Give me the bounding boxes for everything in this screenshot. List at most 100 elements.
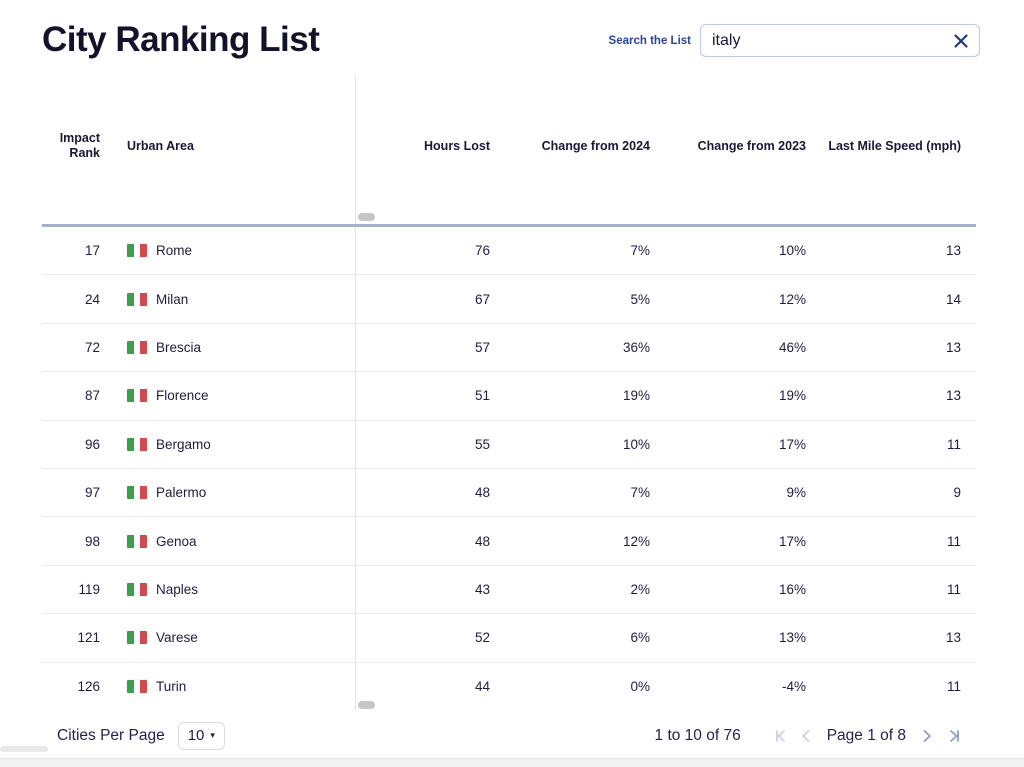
table-row[interactable]: 98 Genoa 48 12% 17% 11 — [42, 517, 976, 566]
first-page-button[interactable] — [771, 727, 789, 745]
column-header-change-2024[interactable]: Change from 2024 — [541, 138, 650, 153]
clear-search-button[interactable] — [949, 29, 973, 53]
last-mile-speed-cell: 13 — [945, 388, 961, 404]
column-header-last-mile-speed[interactable]: Last Mile Speed (mph) — [828, 138, 961, 153]
column-resize-handle-bottom[interactable] — [358, 701, 375, 709]
table-row[interactable]: 121 Varese 52 6% 13% 13 — [42, 614, 976, 663]
last-page-button[interactable] — [946, 727, 964, 745]
change-2023-cell: 46% — [778, 339, 806, 355]
search-input-wrapper — [700, 24, 980, 57]
hours-lost-cell: 48 — [474, 485, 490, 501]
urban-area-cell: Milan — [100, 292, 356, 307]
italy-flag-icon — [127, 486, 147, 500]
table-row[interactable]: 96 Bergamo 55 10% 17% 11 — [42, 421, 976, 469]
table-row[interactable]: 126 Turin 44 0% -4% 11 — [42, 663, 976, 711]
first-page-icon — [775, 730, 785, 742]
table-body: 17 Rome 76 7% 10% 13 24 Milan 67 5% 12% … — [42, 227, 976, 711]
hours-lost-cell: 51 — [474, 388, 490, 404]
change-2023-cell: 17% — [778, 436, 806, 452]
city-name: Genoa — [156, 533, 197, 549]
column-header-hours-lost[interactable]: Hours Lost — [424, 138, 490, 153]
urban-area-cell: Brescia — [100, 340, 356, 355]
pagination: 1 to 10 of 76 Page 1 of 8 — [655, 727, 964, 745]
page-section-divider — [0, 758, 1024, 759]
urban-area-cell: Rome — [100, 243, 356, 258]
italy-flag-icon — [127, 631, 147, 645]
italy-flag-icon — [127, 582, 147, 596]
search-group: Search the List — [609, 24, 980, 57]
table-row[interactable]: 17 Rome 76 7% 10% 13 — [42, 227, 976, 276]
per-page-control: Cities Per Page 10 ▾ — [57, 722, 225, 750]
urban-area-cell: Turin — [100, 679, 356, 694]
city-name: Brescia — [156, 339, 202, 355]
page-title: City Ranking List — [42, 20, 320, 59]
table-header-row: Impact Rank Urban Area Hours Lost Change… — [42, 131, 976, 161]
change-2024-cell: 6% — [630, 630, 650, 646]
city-name: Varese — [156, 630, 198, 646]
change-2024-cell: 5% — [630, 291, 650, 307]
city-name: Bergamo — [156, 436, 211, 452]
next-page-button[interactable] — [918, 727, 936, 745]
table-row[interactable]: 24 Milan 67 5% 12% 14 — [42, 275, 976, 324]
hours-lost-cell: 57 — [474, 339, 490, 355]
change-2024-cell: 0% — [630, 679, 650, 695]
impact-rank-cell: 96 — [84, 436, 100, 452]
city-name: Palermo — [156, 485, 207, 501]
caret-down-icon: ▾ — [210, 730, 215, 740]
italy-flag-icon — [127, 244, 147, 258]
column-header-urban-area[interactable]: Urban Area — [127, 138, 194, 153]
per-page-dropdown[interactable]: 10 ▾ — [177, 722, 225, 750]
italy-flag-icon — [127, 389, 147, 403]
change-2024-cell: 7% — [630, 485, 650, 501]
city-name: Rome — [156, 243, 193, 259]
change-2023-cell: 19% — [778, 388, 806, 404]
city-name: Turin — [156, 679, 187, 695]
last-mile-speed-cell: 11 — [946, 533, 961, 549]
impact-rank-cell: 87 — [84, 388, 100, 404]
column-header-impact-rank[interactable]: Impact Rank — [59, 131, 100, 160]
change-2023-cell: 16% — [778, 581, 806, 597]
impact-rank-cell: 121 — [77, 630, 100, 646]
table-row[interactable]: 87 Florence 51 19% 19% 13 — [42, 372, 976, 421]
change-2023-cell: 13% — [778, 630, 806, 646]
last-mile-speed-cell: 11 — [946, 679, 961, 695]
last-mile-speed-cell: 11 — [946, 436, 961, 452]
last-mile-speed-cell: 14 — [945, 291, 961, 307]
last-mile-speed-cell: 11 — [946, 581, 961, 597]
italy-flag-icon — [127, 292, 147, 306]
previous-page-button[interactable] — [797, 727, 815, 745]
impact-rank-cell: 24 — [84, 291, 100, 307]
impact-rank-cell: 97 — [84, 485, 100, 501]
last-mile-speed-cell: 13 — [945, 243, 961, 259]
close-icon — [954, 33, 968, 48]
city-name: Florence — [156, 388, 209, 404]
urban-area-cell: Bergamo — [100, 437, 356, 452]
urban-area-cell: Varese — [100, 630, 356, 645]
change-2024-cell: 19% — [622, 388, 650, 404]
urban-area-cell: Palermo — [100, 485, 356, 500]
change-2023-cell: 9% — [786, 485, 806, 501]
page-indicator-text: Page 1 of 8 — [826, 727, 906, 744]
last-page-icon — [950, 730, 959, 742]
below-fold-background — [0, 759, 1024, 767]
hours-lost-cell: 55 — [474, 436, 490, 452]
table-row[interactable]: 119 Naples 43 2% 16% 11 — [42, 566, 976, 615]
hours-lost-cell: 44 — [474, 679, 490, 695]
table-row[interactable]: 72 Brescia 57 36% 46% 13 — [42, 324, 976, 373]
chevron-left-icon — [801, 730, 810, 742]
last-mile-speed-cell: 13 — [945, 630, 961, 646]
italy-flag-icon — [127, 437, 147, 451]
search-input[interactable] — [701, 25, 939, 56]
hours-lost-cell: 67 — [474, 291, 490, 307]
hours-lost-cell: 43 — [474, 581, 490, 597]
table-row[interactable]: 97 Palermo 48 7% 9% 9 — [42, 469, 976, 518]
change-2024-cell: 2% — [630, 581, 650, 597]
change-2024-cell: 7% — [630, 243, 650, 259]
column-header-change-2023[interactable]: Change from 2023 — [697, 138, 806, 153]
horizontal-scrollbar-thumb[interactable] — [0, 746, 48, 752]
column-resize-divider[interactable] — [355, 75, 356, 710]
city-name: Naples — [156, 581, 199, 597]
hours-lost-cell: 76 — [474, 243, 490, 259]
column-resize-handle-top[interactable] — [358, 213, 375, 221]
